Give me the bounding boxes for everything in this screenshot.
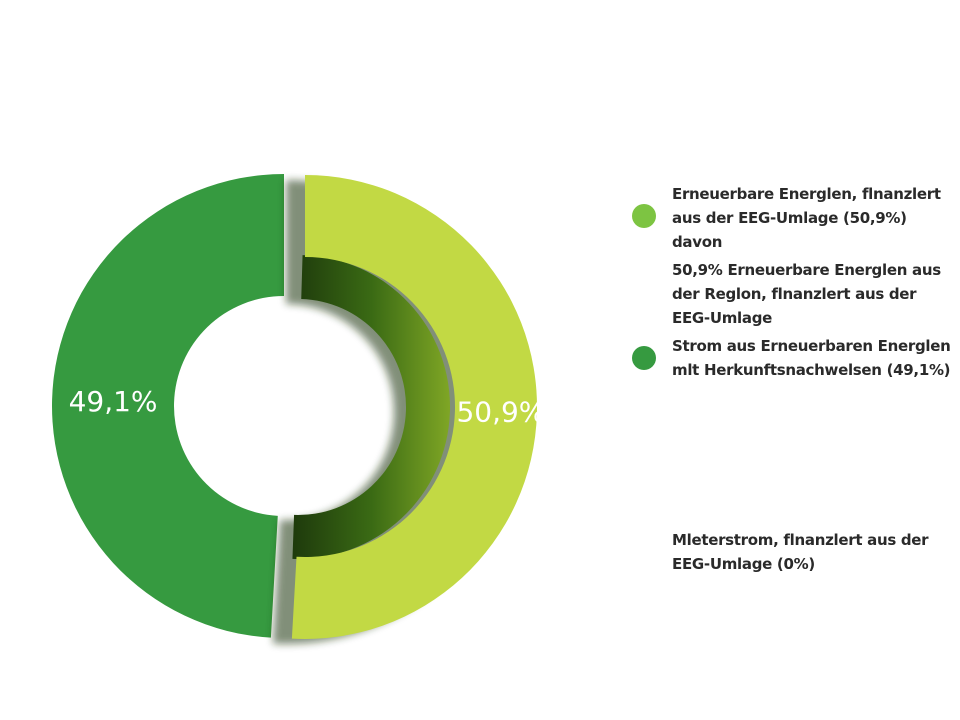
legend-swatch-light-green	[632, 204, 656, 228]
legend-label: 50,9% Erneuerbare Energlen aus der Reglo…	[672, 261, 941, 327]
slice-value-label: 49,1%	[69, 385, 158, 418]
donut-slice-certified-renewables	[52, 174, 285, 638]
donut-slice-eeg-renewables	[291, 175, 538, 640]
slice-value-label: 50,9%	[456, 396, 545, 429]
donut-slice-inner-wall	[292, 255, 451, 559]
legend-swatch-dark-green	[632, 346, 656, 370]
legend-label: Strom aus Erneuerbaren Energlen mlt Herk…	[672, 337, 951, 379]
legend-label: Erneuerbare Energlen, flnanzlert aus der…	[672, 185, 941, 251]
legend-label: Mleterstrom, flnanzlert aus der EEG-Umla…	[672, 531, 929, 573]
